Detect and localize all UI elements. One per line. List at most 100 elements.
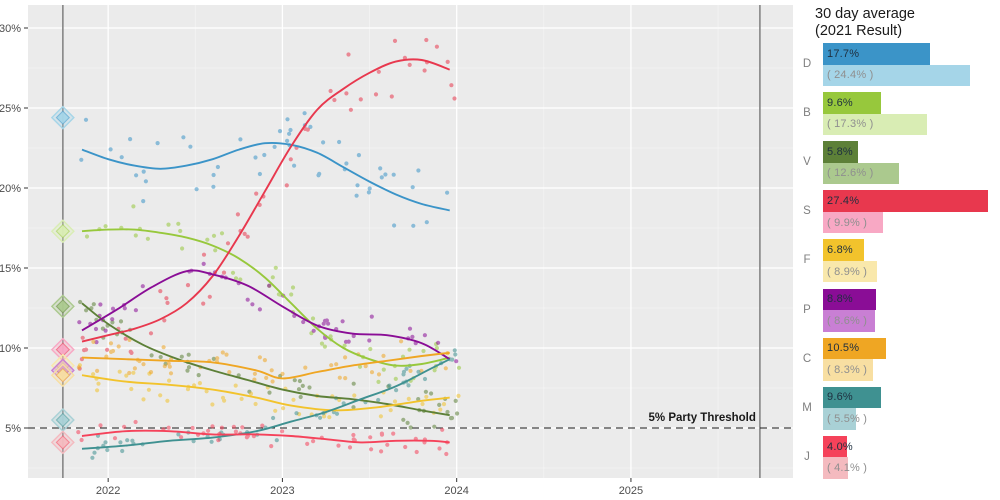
- legend-row-J: J 4.0% ( 4.1% ): [795, 435, 1000, 479]
- y-tick-label: 15%: [0, 263, 21, 275]
- party-letter-J: J: [804, 450, 810, 463]
- result-value-label: ( 8.9% ): [827, 265, 868, 278]
- y-tick-label: 25%: [0, 103, 21, 115]
- avg-bar-J: 4.0%: [823, 435, 853, 458]
- trend-line-C: [81, 351, 450, 380]
- legend-bars-D: 17.7% ( 24.4% ): [823, 43, 970, 86]
- x-tick-label: 2023: [270, 485, 294, 497]
- result-bar-C: ( 8.3% ): [823, 359, 873, 381]
- result-value-label: ( 5.5% ): [827, 412, 868, 425]
- party-letter-C: C: [802, 352, 812, 365]
- legend-row-B: B 9.6% ( 17.3% ): [795, 92, 1000, 136]
- result-value-label: ( 8.6% ): [827, 314, 868, 327]
- trend-line-J: [81, 429, 450, 444]
- result-marker-J: [50, 430, 75, 455]
- legend-bars-V: 5.8% ( 12.6% ): [823, 141, 899, 185]
- scatter-V: [78, 299, 460, 430]
- result-value-label: ( 17.3% ): [827, 118, 874, 131]
- legend-bars-F: 6.8% ( 8.9% ): [823, 239, 877, 283]
- avg-value-label: 27.4%: [827, 195, 860, 208]
- trend-line-B: [81, 228, 450, 367]
- avg-value-label: 5.8%: [827, 145, 853, 158]
- result-bar-M: ( 5.5% ): [823, 408, 867, 430]
- legend-row-S: S 27.4% ( 9.9% ): [795, 190, 1000, 234]
- avg-bar-V: 5.8%: [823, 141, 858, 163]
- avg-value-label: 6.8%: [827, 244, 853, 257]
- legend-row-C: C 10.5% ( 8.3% ): [795, 337, 1000, 381]
- avg-bar-D: 17.7%: [823, 43, 930, 65]
- avg-value-label: 9.6%: [827, 96, 853, 109]
- x-tick-label: 2022: [96, 485, 120, 497]
- legend-title: 30 day average (2021 Result): [815, 6, 915, 40]
- party-letter-F: F: [803, 254, 811, 267]
- threshold-label: 5% Party Threshold: [649, 412, 756, 424]
- legend-bars-B: 9.6% ( 17.3% ): [823, 92, 928, 136]
- legend-row-V: V 5.8% ( 12.6% ): [795, 141, 1000, 185]
- avg-bar-P: 8.8%: [823, 288, 876, 310]
- legend-bars-S: 27.4% ( 9.9% ): [823, 190, 988, 234]
- trend-line-M: [81, 358, 451, 450]
- legend-row-F: F 6.8% ( 8.9% ): [795, 239, 1000, 283]
- result-bar-B: ( 17.3% ): [823, 113, 928, 136]
- legend-bars-J: 4.0% ( 4.1% ): [823, 435, 867, 479]
- avg-bar-F: 6.8%: [823, 239, 864, 261]
- party-letter-V: V: [803, 156, 811, 169]
- trend-line-V: [81, 302, 450, 417]
- trend-line-S: [81, 58, 451, 343]
- polling-chart: 5% Party Threshold 5% 10% 15% 20% 25% 30% 2022 2…: [0, 5, 793, 497]
- trend-line-P: [81, 269, 451, 361]
- result-value-label: ( 4.1% ): [827, 462, 868, 475]
- gridlines: [28, 5, 793, 478]
- avg-value-label: 8.8%: [827, 293, 853, 306]
- result-value-label: ( 9.9% ): [827, 216, 868, 229]
- result-value-label: ( 24.4% ): [827, 69, 874, 82]
- legend-row-P: P 8.8% ( 8.6% ): [795, 288, 1000, 332]
- result-marker-D: [50, 105, 75, 130]
- result-bar-D: ( 24.4% ): [823, 64, 970, 86]
- y-tick-label: 5%: [5, 423, 21, 435]
- avg-bar-B: 9.6%: [823, 92, 881, 114]
- result-value-label: ( 8.3% ): [827, 363, 868, 376]
- result-marker-V: [50, 294, 75, 319]
- party-letter-B: B: [803, 107, 811, 120]
- result-marker-B: [50, 219, 75, 244]
- result-bar-S: ( 9.9% ): [823, 211, 883, 234]
- x-tick-label: 2024: [444, 485, 468, 497]
- poll-scatter-points: [76, 37, 462, 460]
- result-marker-C: [50, 363, 75, 388]
- avg-value-label: 9.6%: [827, 391, 853, 404]
- trend-line-D: [81, 141, 450, 212]
- party-letter-S: S: [803, 205, 811, 218]
- result-bar-J: ( 4.1% ): [823, 457, 867, 479]
- legend-bars-M: 9.6% ( 5.5% ): [823, 386, 881, 430]
- result-value-label: ( 12.6% ): [827, 167, 874, 180]
- legend-panel: 30 day average (2021 Result) D 17.7% ( 24.…: [795, 0, 1000, 500]
- avg-bar-M: 9.6%: [823, 386, 881, 409]
- axes: 5% 10% 15% 20% 25% 30% 2022 2023 2024 2025: [0, 23, 643, 497]
- scatter-S: [77, 37, 457, 371]
- legend-bars-P: 8.8% ( 8.6% ): [823, 288, 876, 332]
- plot-panel: [28, 5, 793, 478]
- avg-value-label: 4.0%: [827, 440, 853, 453]
- result-bar-P: ( 8.6% ): [823, 310, 875, 332]
- avg-bar-S: 27.4%: [823, 190, 988, 212]
- result-bar-F: ( 8.9% ): [823, 260, 877, 283]
- y-tick-label: 10%: [0, 343, 21, 355]
- party-letter-D: D: [802, 58, 812, 70]
- legend-title-line1: 30 day average: [815, 6, 915, 22]
- party-letter-M: M: [802, 401, 812, 414]
- y-tick-label: 20%: [0, 183, 21, 195]
- avg-value-label: 17.7%: [827, 47, 860, 60]
- party-letter-P: P: [803, 303, 811, 316]
- legend-bars-C: 10.5% ( 8.3% ): [823, 337, 887, 381]
- result-bar-V: ( 12.6% ): [823, 162, 899, 185]
- avg-value-label: 10.5%: [827, 342, 860, 355]
- x-tick-label: 2025: [619, 485, 643, 497]
- avg-bar-C: 10.5%: [823, 337, 887, 360]
- trend-line-F: [81, 374, 450, 412]
- legend-row-D: D 17.7% ( 24.4% ): [795, 43, 1000, 86]
- legend-title-line2: (2021 Result): [815, 23, 903, 39]
- legend-row-M: M 9.6% ( 5.5% ): [795, 386, 1000, 430]
- y-tick-label: 30%: [0, 23, 21, 35]
